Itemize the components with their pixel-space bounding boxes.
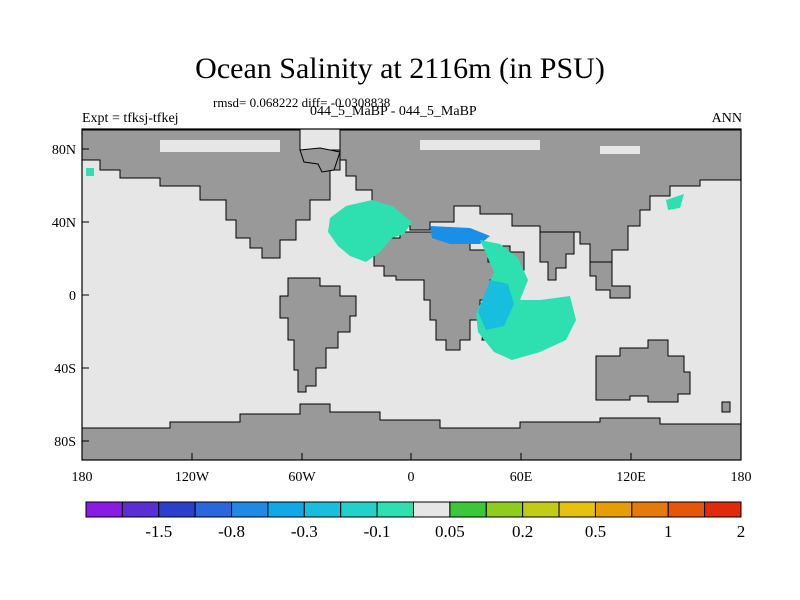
colorbar-swatch bbox=[413, 501, 451, 518]
colorbar-swatch bbox=[303, 501, 342, 518]
arctic-patch bbox=[600, 146, 640, 154]
north-atlantic-anomaly bbox=[328, 200, 412, 262]
colorbar-swatch bbox=[340, 501, 378, 518]
greenland-landmass bbox=[299, 147, 341, 173]
arctic-patches bbox=[160, 140, 640, 154]
colorbar-label: 0.05 bbox=[435, 522, 465, 541]
y-tick-label: 0 bbox=[69, 289, 76, 304]
colorbar-swatch bbox=[558, 501, 596, 518]
india-landmass bbox=[539, 231, 575, 281]
y-tick-label: 40N bbox=[52, 216, 76, 231]
indian-ocean-core-anomaly bbox=[478, 280, 514, 330]
colorbar-swatch bbox=[121, 501, 160, 518]
x-tick-label: 0 bbox=[408, 470, 415, 485]
colorbar-swatch bbox=[194, 501, 233, 518]
colorbar-swatch bbox=[522, 501, 560, 518]
colorbar-label: -0.3 bbox=[291, 522, 318, 541]
y-tick-label: 80N bbox=[52, 143, 76, 158]
south-america-landmass bbox=[279, 277, 357, 393]
colorbar-label: -0.8 bbox=[218, 522, 245, 541]
colorbar-swatch bbox=[667, 501, 706, 518]
mediterranean-anomaly bbox=[430, 226, 490, 244]
antarctica-landmass bbox=[81, 403, 742, 461]
colorbar-labels: -1.5 -0.8 -0.3 -0.1 0.05 0.2 0.5 1 2 bbox=[145, 522, 745, 541]
x-tick-label: 180 bbox=[72, 470, 93, 485]
colorbar-label: 1 bbox=[664, 522, 673, 541]
arctic-anomaly bbox=[86, 168, 94, 176]
x-tick-label: 180 bbox=[731, 470, 752, 485]
x-axis bbox=[81, 453, 742, 460]
colorbar-label: 0.5 bbox=[585, 522, 606, 541]
australia-landmass bbox=[595, 339, 691, 403]
colorbar-swatch bbox=[267, 501, 305, 518]
colorbar-swatch bbox=[85, 501, 123, 518]
runs-label: 044_5_MaBP - 044_5_MaBP bbox=[310, 104, 477, 119]
indian-ocean-anomaly bbox=[476, 240, 576, 360]
colorbar bbox=[85, 501, 742, 518]
y-tick-label: 80S bbox=[54, 435, 76, 450]
colorbar-swatch bbox=[485, 501, 524, 518]
colorbar-swatch bbox=[231, 501, 269, 518]
se-asia-landmass bbox=[589, 261, 631, 299]
map-title: Ocean Salinity at 2116m (in PSU) bbox=[195, 52, 605, 85]
colorbar-label: -0.1 bbox=[364, 522, 391, 541]
x-tick-label: 60E bbox=[510, 470, 533, 485]
new-zealand-landmass bbox=[721, 401, 731, 413]
x-tick-labels: 180 120W 60W 0 60E 120E 180 bbox=[72, 470, 752, 485]
y-tick-label: 40S bbox=[54, 362, 76, 377]
colorbar-swatch bbox=[376, 501, 415, 518]
x-tick-label: 120W bbox=[175, 470, 210, 485]
colorbar-swatch bbox=[158, 501, 196, 518]
colorbar-swatch bbox=[594, 501, 633, 518]
season-label: ANN bbox=[711, 111, 742, 126]
experiment-label: Expt = tfksj-tfkej bbox=[82, 111, 179, 126]
stats-line: rmsd= 0.068222 diff= -0.0308838 bbox=[213, 95, 391, 110]
colorbar-swatch bbox=[631, 501, 669, 518]
arctic-patch bbox=[420, 140, 540, 150]
y-axis bbox=[82, 148, 89, 442]
colorbar-label: 0.2 bbox=[512, 522, 533, 541]
pacific-anomaly bbox=[666, 194, 684, 210]
colorbar-swatch bbox=[449, 501, 487, 518]
colorbar-swatch bbox=[704, 501, 742, 518]
colorbar-label: -1.5 bbox=[145, 522, 172, 541]
arctic-patch bbox=[160, 140, 280, 152]
y-tick-labels: 80N 40N 0 40S 80S bbox=[52, 143, 76, 450]
x-tick-label: 60W bbox=[288, 470, 316, 485]
salinity-anomalies bbox=[86, 168, 684, 360]
x-tick-label: 120E bbox=[616, 470, 646, 485]
colorbar-label: 2 bbox=[737, 522, 746, 541]
